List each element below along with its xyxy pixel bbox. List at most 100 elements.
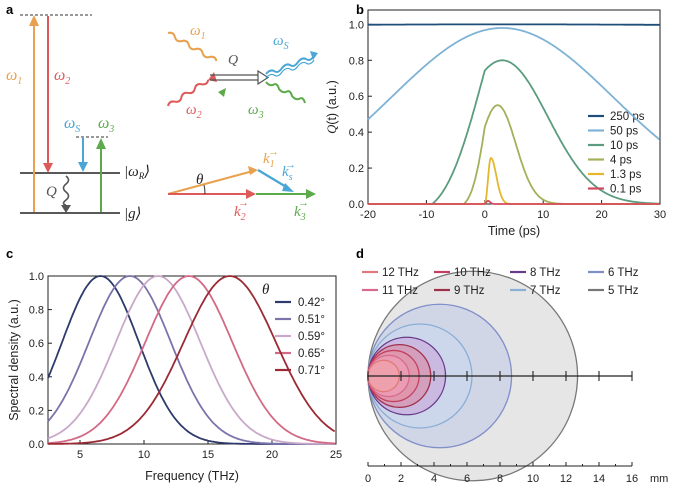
y-axis-label-unit: (a.u.)	[325, 80, 339, 113]
omega1-wavy-line	[167, 31, 218, 62]
legend-label-d-2: 10 THz	[454, 267, 491, 279]
series-line-b-1	[367, 27, 660, 141]
chart-c: 5 10 15 20 25 0.0 0.2 0.4 0.6 0.8 1.0 Frequency (TH…	[7, 271, 342, 483]
k1-arrowhead	[248, 166, 258, 175]
omega3-label: ω3	[98, 115, 114, 135]
k2-label: k2	[234, 204, 246, 223]
omegas-vertex-arrowhead	[310, 51, 318, 60]
y-axis-label-b: Q(t) (a.u.)	[325, 80, 339, 134]
y-tick-label: 0.2	[349, 163, 364, 175]
x-tick-label: 12	[560, 473, 572, 485]
y-tick-label: 0.6	[349, 91, 364, 103]
k3-vec-mark: →	[298, 197, 309, 209]
omega3-wavy-line	[265, 81, 306, 104]
x-tick-label: 14	[593, 473, 605, 485]
k1-vector	[167, 170, 254, 195]
series-line-c-1	[47, 275, 335, 445]
omega1-vertex-label: ω1	[190, 23, 206, 42]
series-line-c-2	[47, 275, 335, 445]
x-tick-label: 10	[537, 209, 549, 221]
legend-label-d-4: 8 THz	[530, 267, 561, 279]
x-tick-label: 6	[464, 473, 470, 485]
panel-d-label: d	[356, 246, 364, 261]
omegas-wavy-line-2	[265, 59, 315, 79]
panel-a: a ω1 ω2 ωS ω3 |ωR⟩ |g⟩ Q	[6, 2, 318, 223]
x-unit-label-d: mm	[650, 473, 668, 485]
plot-frame-c	[47, 275, 337, 445]
panel-c-label: c	[6, 246, 13, 261]
y-axis-label-t: (t)	[325, 113, 339, 125]
x-tick-label: 0	[482, 209, 488, 221]
q-arrowhead	[61, 205, 71, 213]
series-line-c-3	[47, 275, 335, 445]
panel-b-label: b	[356, 2, 364, 17]
x-tick-label: 20	[595, 209, 607, 221]
x-tick-label: -20	[360, 209, 376, 221]
x-tick-label: 20	[266, 449, 278, 461]
legend-label-d-7: 5 THz	[608, 285, 639, 297]
omega3-vertex-arrowhead	[218, 88, 226, 97]
legend-label-c-2: 0.59°	[298, 331, 325, 343]
legend-label-d-1: 11 THz	[382, 285, 418, 297]
omega2-arrowhead	[43, 163, 53, 173]
legend-label-b-3: 4 ps	[610, 155, 632, 167]
omega1-arrowhead	[29, 15, 39, 26]
legend-label-b-1: 50 ps	[610, 126, 638, 138]
series-line-c-4	[48, 275, 336, 445]
legend-label-d-3: 9 THz	[454, 285, 485, 297]
q-vertex-label: Q	[228, 53, 238, 68]
y-axis-label-q: Q	[325, 125, 339, 134]
y-tick-label: 1.0	[29, 271, 44, 283]
omegas-arrowhead	[78, 162, 88, 172]
y-tick-label: 0.8	[29, 305, 44, 317]
omega3-vertex-label: ω3	[248, 102, 264, 121]
x-tick-label: 30	[654, 209, 666, 221]
y-tick-label: 1.0	[349, 19, 364, 31]
chart-b: -20 -10 0 10 20 30 0.0 0.2 0.4 0.6 0.8 1.0 Time (ps)…	[325, 9, 666, 238]
x-tick-label: 5	[77, 449, 83, 461]
legend-label-b-2: 10 ps	[610, 140, 638, 152]
omega2-label: ω2	[54, 67, 70, 87]
x-tick-label: 2	[398, 473, 404, 485]
ks-label: ks	[282, 164, 293, 183]
legend-label-d-0: 12 THz	[382, 267, 419, 279]
ks-vec-mark: →	[285, 159, 296, 171]
k3-arrowhead	[306, 189, 316, 199]
legend-label-b-5: 0.1 ps	[610, 184, 642, 196]
legend-title-c: θ	[262, 282, 270, 298]
y-tick-label: 0.4	[29, 372, 44, 384]
series-line-c-0	[47, 275, 335, 445]
q-label-level: Q	[46, 184, 57, 200]
legend-label-c-0: 0.42°	[298, 297, 325, 309]
omegas-wavy-line	[265, 55, 315, 75]
ks-vector	[257, 168, 289, 190]
legend-label-d-6: 6 THz	[608, 267, 639, 279]
omega-r-label: |ωR⟩	[124, 164, 150, 181]
x-tick-label: 8	[497, 473, 503, 485]
q-wavy-arrow	[62, 175, 70, 206]
ks-arrowhead	[282, 183, 294, 192]
legend-label-c-3: 0.65°	[298, 348, 325, 360]
y-tick-label: 0.0	[29, 439, 44, 451]
theta-arc	[203, 184, 206, 195]
k1-vec-mark: →	[268, 146, 279, 158]
legend-label-c-4: 0.71°	[298, 365, 325, 377]
x-tick-label: 25	[330, 449, 342, 461]
y-tick-label: 0.6	[29, 338, 44, 350]
legend-label-b-4: 1.3 ps	[610, 169, 642, 181]
k1-label: k1	[263, 151, 275, 170]
y-tick-label: 0.0	[349, 199, 364, 211]
y-tick-label: 0.2	[29, 405, 44, 417]
chart-d: 0 2 4 6 8 10 12 14 16 mm 12 THz 10 THz 8 THz 6 THz 11 …	[362, 267, 668, 485]
x-axis-label-c: Frequency (THz)	[145, 469, 239, 483]
y-tick-label: 0.8	[349, 55, 364, 67]
omegas-label: ωS	[64, 115, 80, 135]
q-double-arrowhead	[257, 69, 270, 86]
x-tick-label: 4	[431, 473, 437, 485]
omegas-vertex-label: ωS	[273, 33, 289, 52]
x-tick-label: -10	[418, 209, 434, 221]
x-tick-label: 10	[138, 449, 150, 461]
x-tick-label: 15	[202, 449, 214, 461]
k3-label: k3	[294, 204, 306, 223]
